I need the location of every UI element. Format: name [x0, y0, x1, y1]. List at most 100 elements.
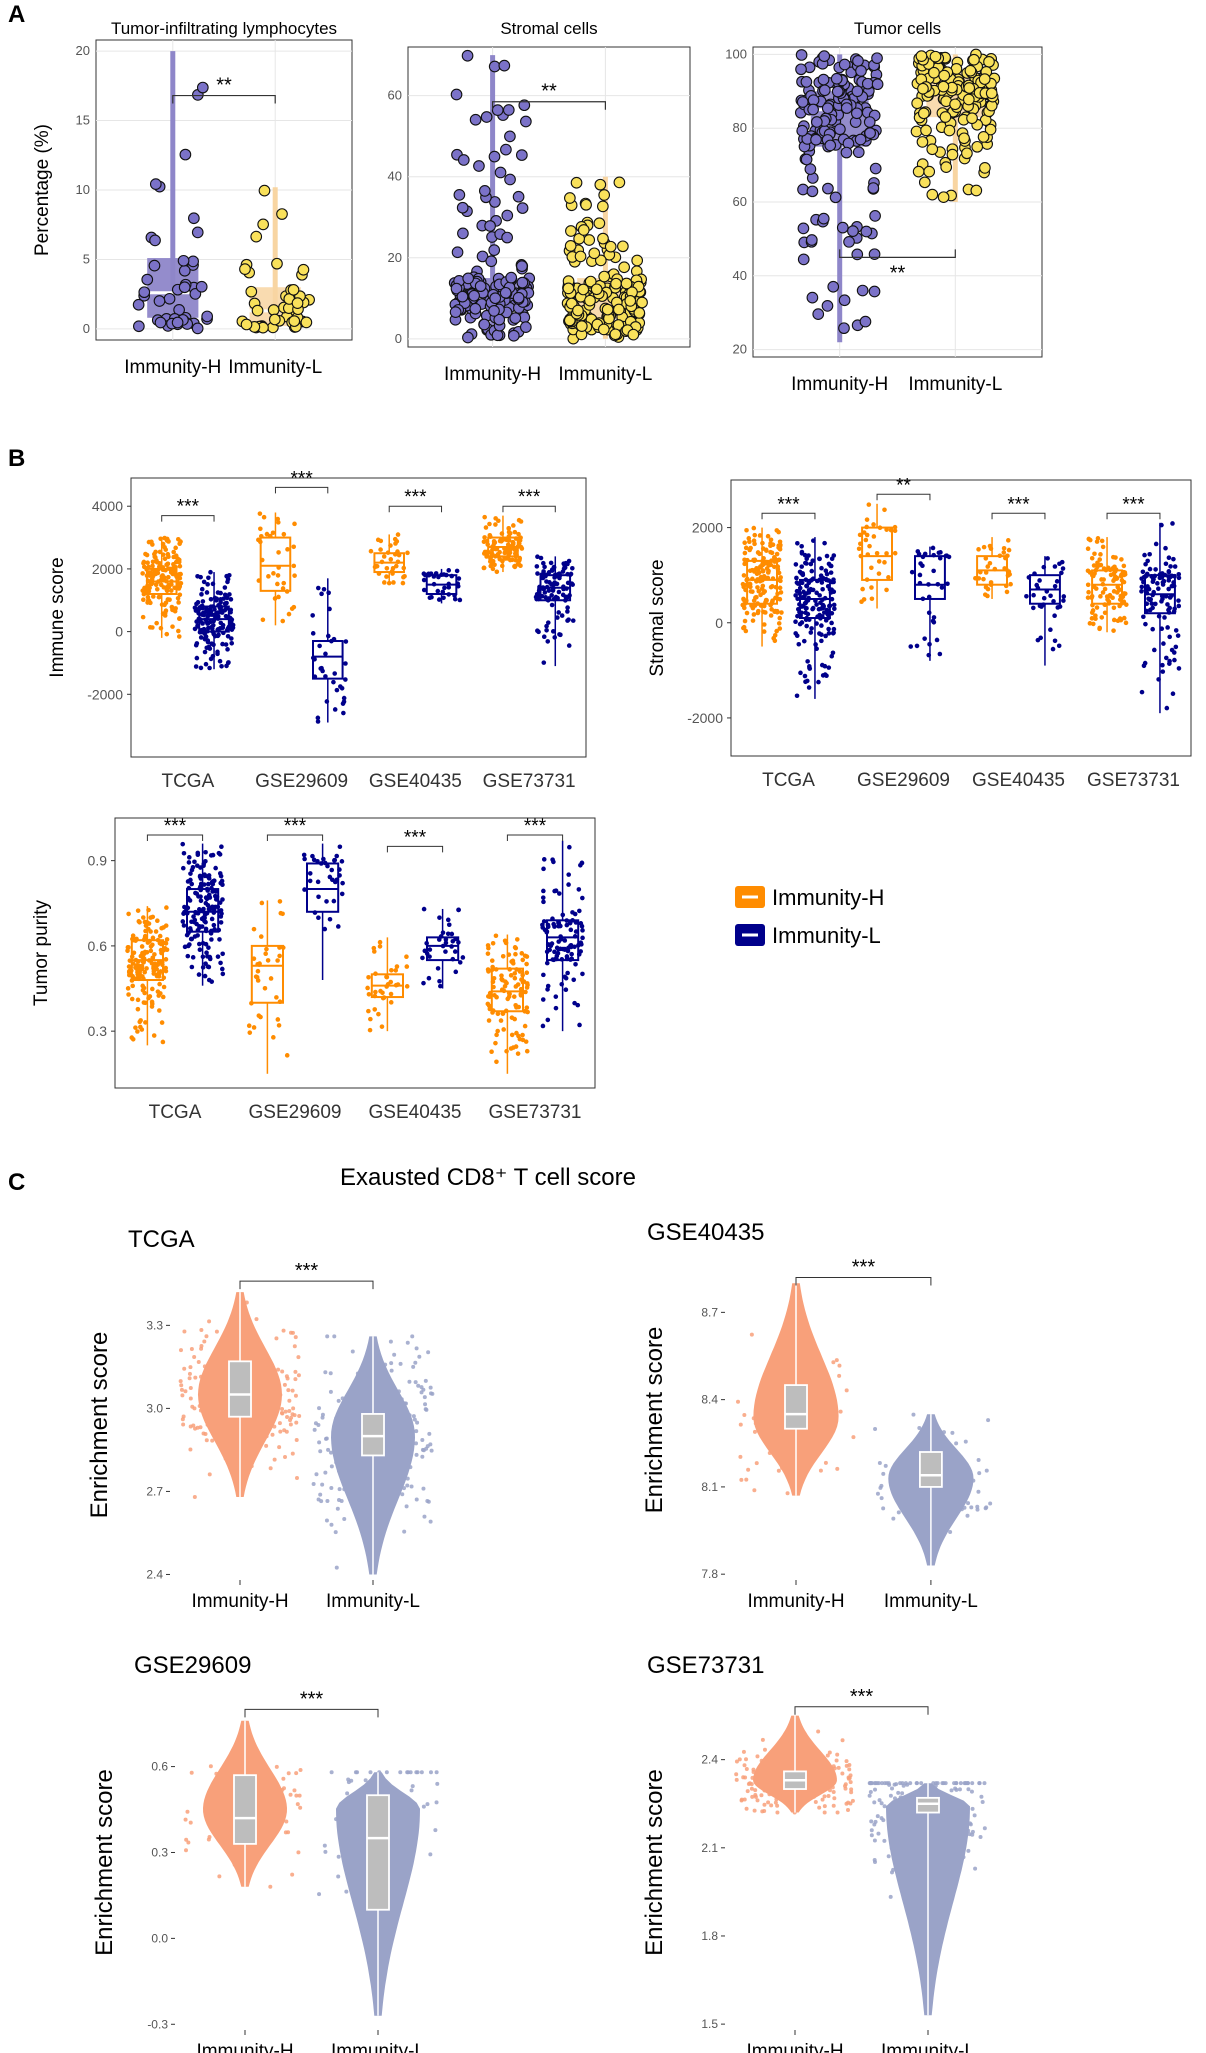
- data-point: [550, 588, 556, 593]
- data-point: [612, 303, 625, 316]
- data-point: [835, 1752, 840, 1757]
- y-tick-label: 0: [83, 321, 90, 336]
- data-point: [337, 1487, 342, 1492]
- data-point: [157, 981, 162, 987]
- data-point: [336, 1874, 341, 1879]
- data-point: [225, 576, 231, 582]
- data-point: [483, 525, 489, 530]
- data-point: [271, 571, 276, 576]
- data-point: [806, 553, 811, 558]
- data-point: [1111, 589, 1117, 594]
- significance-label: **: [896, 475, 911, 496]
- data-point: [168, 588, 174, 593]
- data-point: [983, 1506, 988, 1511]
- data-point: [742, 1413, 747, 1418]
- data-point: [133, 1025, 138, 1030]
- data-point: [505, 271, 518, 284]
- data-point: [579, 923, 585, 929]
- data-point: [519, 321, 532, 333]
- data-point: [505, 996, 511, 1002]
- data-point: [160, 994, 166, 1000]
- data-point: [1115, 618, 1121, 624]
- data-point: [393, 968, 399, 973]
- data-point: [155, 989, 161, 994]
- data-point: [276, 594, 281, 600]
- data-point: [504, 173, 516, 186]
- data-point: [982, 1826, 987, 1831]
- data-point: [487, 532, 493, 538]
- data-point: [164, 905, 169, 910]
- data-point: [926, 188, 939, 201]
- data-point: [952, 1781, 957, 1786]
- data-point: [200, 599, 206, 604]
- data-point: [1149, 601, 1155, 606]
- data-point: [159, 1020, 165, 1025]
- data-point: [133, 320, 145, 333]
- data-point: [864, 532, 870, 538]
- chart-title: GSE40435: [647, 1219, 764, 1246]
- data-point: [768, 613, 774, 618]
- data-point: [798, 670, 803, 676]
- data-point: [844, 1759, 849, 1764]
- data-point: [157, 971, 162, 977]
- data-point: [454, 568, 460, 574]
- data-point: [810, 605, 816, 611]
- data-point: [388, 1339, 393, 1344]
- data-point: [888, 1793, 893, 1798]
- data-point: [797, 183, 809, 196]
- y-tick-label: 15: [76, 113, 90, 128]
- data-point: [821, 102, 834, 115]
- y-tick-label: 20: [76, 43, 90, 58]
- data-point: [176, 600, 181, 605]
- data-point: [203, 849, 208, 855]
- data-point: [161, 984, 167, 990]
- data-point: [442, 585, 447, 591]
- y-tick-label: 0.3: [88, 1023, 108, 1039]
- data-point: [388, 557, 394, 562]
- data-point: [545, 639, 551, 644]
- data-point: [220, 882, 225, 887]
- data-point: [202, 973, 208, 979]
- data-point: [890, 1786, 895, 1791]
- data-point: [755, 610, 761, 616]
- data-point: [187, 1371, 192, 1376]
- data-point: [801, 589, 806, 595]
- data-point: [258, 934, 264, 939]
- data-point: [1097, 557, 1103, 562]
- data-point: [183, 1848, 188, 1853]
- data-point: [1167, 634, 1172, 640]
- x-tick-label: Immunity-L: [881, 2041, 975, 2053]
- data-point: [343, 677, 348, 682]
- y-tick-label: 1.8: [701, 1929, 718, 1943]
- data-point: [871, 522, 876, 527]
- data-point: [553, 994, 559, 999]
- data-point: [163, 292, 176, 305]
- data-point: [199, 924, 205, 929]
- data-point: [805, 659, 810, 664]
- significance-bracket: [492, 101, 606, 110]
- data-point: [400, 580, 406, 586]
- data-point: [251, 1025, 257, 1030]
- data-point: [290, 1872, 295, 1877]
- data-point: [823, 633, 828, 639]
- data-point: [761, 590, 766, 596]
- data-point: [609, 328, 622, 341]
- data-point: [420, 955, 425, 961]
- data-point: [485, 1001, 491, 1007]
- data-point: [478, 318, 491, 331]
- data-point: [281, 1328, 286, 1333]
- data-point: [290, 1451, 295, 1456]
- data-point: [949, 98, 961, 111]
- data-point: [748, 545, 753, 551]
- data-point: [275, 516, 281, 522]
- data-point: [1170, 691, 1176, 697]
- data-point: [801, 638, 807, 644]
- data-point: [264, 531, 270, 537]
- data-point: [143, 1020, 148, 1025]
- data-point: [755, 585, 760, 590]
- data-point: [405, 550, 410, 556]
- data-point: [334, 1565, 339, 1570]
- data-point: [743, 1775, 748, 1780]
- data-point: [525, 1009, 530, 1015]
- data-point: [178, 580, 184, 586]
